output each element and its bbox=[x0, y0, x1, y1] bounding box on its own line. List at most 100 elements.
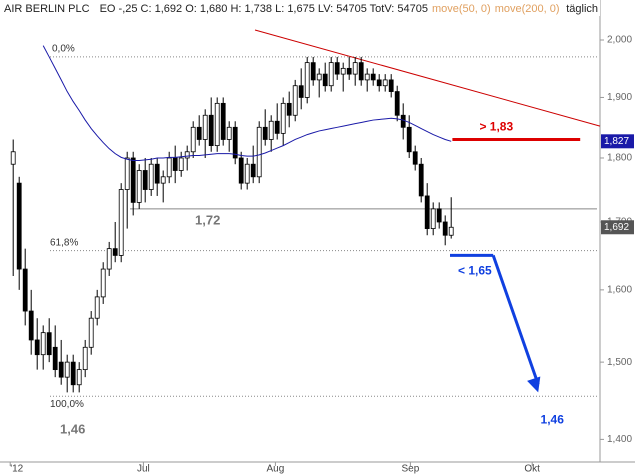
candle-body bbox=[46, 332, 52, 356]
candle-body bbox=[268, 120, 274, 140]
legend-entry: move(200, 0) bbox=[495, 3, 560, 15]
low-label: 1,46 bbox=[60, 421, 85, 436]
candle-body bbox=[88, 317, 94, 348]
candle-body bbox=[76, 369, 82, 386]
candle-body bbox=[340, 67, 346, 75]
candle-body bbox=[148, 163, 154, 190]
candle-body bbox=[136, 170, 142, 203]
candle-body bbox=[160, 176, 166, 184]
y-tick-label: 1,900 bbox=[607, 92, 632, 103]
candle-body bbox=[52, 346, 58, 371]
candle-body bbox=[436, 208, 442, 223]
candle-body bbox=[334, 62, 340, 75]
candle-body bbox=[196, 126, 202, 140]
target-label: 1,46 bbox=[541, 413, 565, 427]
candle-body bbox=[274, 120, 280, 134]
candle-body bbox=[316, 73, 322, 81]
candle-body bbox=[292, 85, 298, 116]
level-label: 100,0% bbox=[50, 399, 84, 410]
legend-entry: move(50, 0) bbox=[432, 3, 491, 15]
candle-body bbox=[310, 62, 316, 81]
price-marker bbox=[601, 220, 634, 235]
x-tick-label: '12 bbox=[10, 464, 23, 475]
candle-body bbox=[58, 361, 64, 378]
candle-body bbox=[130, 157, 136, 203]
candle-body bbox=[166, 157, 172, 178]
candle-body bbox=[112, 248, 118, 256]
candle-body bbox=[358, 62, 364, 81]
candle-body bbox=[400, 114, 406, 128]
x-tick-label: Sep bbox=[402, 464, 420, 475]
candle-body bbox=[364, 73, 370, 81]
candle-body bbox=[424, 195, 430, 229]
candle-body bbox=[82, 346, 88, 371]
candle-body bbox=[430, 208, 436, 229]
candle-body bbox=[382, 79, 388, 87]
moving-average bbox=[42, 45, 452, 161]
candle-body bbox=[346, 67, 352, 75]
candle-body bbox=[238, 157, 244, 184]
candle-body bbox=[232, 126, 238, 159]
candle-body bbox=[322, 73, 328, 87]
candle-body bbox=[34, 339, 40, 356]
header: AIR BERLIN PLC EO -,25 C: 1,692 O: 1,680 … bbox=[4, 3, 560, 15]
candle-body bbox=[202, 114, 208, 140]
price-marker bbox=[601, 134, 634, 149]
candle-body bbox=[244, 163, 250, 184]
candle-body bbox=[100, 268, 106, 298]
candle-body bbox=[328, 62, 334, 87]
header-bg bbox=[0, 0, 600, 16]
candle-body bbox=[286, 102, 292, 116]
y-tick-label: 1,500 bbox=[607, 357, 632, 368]
y-tick-label: 1,600 bbox=[607, 285, 632, 296]
candle-body bbox=[412, 151, 418, 165]
candle-body bbox=[28, 310, 34, 341]
candle-body bbox=[304, 62, 310, 98]
candle-body bbox=[208, 114, 214, 147]
candle-body bbox=[226, 126, 232, 140]
y-tick-label: 2,000 bbox=[607, 35, 632, 46]
candle-body bbox=[394, 91, 400, 116]
candle-body bbox=[406, 126, 412, 153]
y-tick-label: 1,400 bbox=[607, 434, 632, 445]
candle-body bbox=[16, 182, 22, 270]
x-tick-label: Jul bbox=[137, 464, 150, 475]
candle-body bbox=[418, 163, 424, 197]
x-tick-label: Okt bbox=[524, 464, 540, 475]
candle-body bbox=[22, 268, 28, 312]
arrow-head bbox=[527, 376, 541, 393]
period-label: täglich bbox=[566, 3, 598, 15]
candle-body bbox=[64, 361, 70, 378]
chart-title: AIR BERLIN PLC bbox=[4, 3, 90, 15]
chart-subtitle: EO -,25 C: 1,692 O: 1,680 H: 1,738 L: 1,… bbox=[100, 3, 428, 15]
level-label: 1,72 bbox=[195, 212, 220, 227]
candle-body bbox=[376, 79, 382, 87]
candle-body bbox=[190, 126, 196, 153]
x-tick-label: Aug bbox=[267, 464, 285, 475]
candle-body bbox=[262, 126, 268, 140]
candle-body bbox=[154, 163, 160, 184]
candle-body bbox=[388, 79, 394, 92]
candle-body bbox=[106, 248, 112, 270]
candle-body bbox=[94, 296, 100, 319]
candle-body bbox=[10, 151, 16, 165]
candle-body bbox=[352, 62, 358, 75]
candle-body bbox=[220, 102, 226, 140]
level-label: 61,8% bbox=[50, 237, 78, 248]
candle-body bbox=[280, 102, 286, 134]
candle-body bbox=[118, 189, 124, 256]
price-marker-label: 1,692 bbox=[604, 222, 629, 233]
target-arrow bbox=[491, 254, 540, 385]
candle-body bbox=[298, 85, 304, 98]
candle-body bbox=[256, 126, 262, 178]
candle-body bbox=[40, 332, 46, 356]
support-label: < 1,65 bbox=[458, 264, 492, 278]
resistance-label: > 1,83 bbox=[479, 120, 513, 134]
candle-body bbox=[124, 157, 130, 190]
trendline bbox=[254, 29, 601, 127]
candle-body bbox=[142, 170, 148, 190]
price-marker-label: 1,827 bbox=[604, 136, 629, 147]
